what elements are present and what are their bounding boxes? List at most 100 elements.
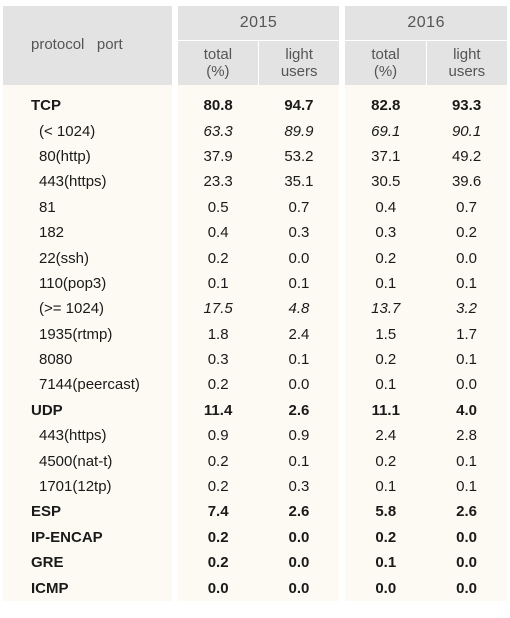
value-cell: 0.1 (426, 346, 507, 373)
table-row: TCP 80.8 94.7 82.8 93.3 (3, 93, 507, 119)
value-cell: 82.8 (345, 93, 427, 119)
table-row: ESP 7.4 2.6 5.8 2.6 (3, 499, 507, 525)
row-label: 81 (3, 194, 172, 220)
row-label: 80(http) (3, 143, 172, 170)
value-cell: 2.6 (426, 499, 507, 525)
table-row: 81 0.5 0.7 0.4 0.7 (3, 194, 507, 220)
value-cell: 0.1 (345, 270, 427, 297)
value-cell: 0.2 (177, 550, 259, 576)
value-cell: 63.3 (177, 118, 259, 144)
value-cell: 0.0 (177, 575, 259, 601)
table-row: ICMP 0.0 0.0 0.0 0.0 (3, 575, 507, 601)
row-label: (< 1024) (3, 118, 172, 144)
value-cell: 30.5 (345, 169, 427, 195)
protocol-port-table-figure: protocol port 2015 2016 total (%) light … (0, 6, 510, 618)
value-cell: 0.2 (426, 219, 507, 246)
value-cell: 2.4 (258, 321, 340, 347)
value-cell: 2.6 (258, 499, 340, 525)
value-cell: 0.2 (345, 524, 427, 551)
value-cell: 4.8 (258, 296, 340, 322)
value-cell: 1.7 (426, 321, 507, 347)
table-row: (>= 1024) 17.5 4.8 13.7 3.2 (3, 296, 507, 322)
value-cell: 0.1 (345, 372, 427, 398)
light-users-header-2016: light users (425, 40, 507, 85)
protocol-port-header: protocol port (3, 6, 172, 85)
value-cell: 11.1 (345, 397, 427, 424)
value-cell: 0.2 (177, 245, 259, 271)
value-cell: 0.2 (177, 473, 259, 500)
table-row: 1935(rtmp) 1.8 2.4 1.5 1.7 (3, 321, 507, 347)
table-row: 80(http) 37.9 53.2 37.1 49.2 (3, 143, 507, 170)
table-row: 110(pop3) 0.1 0.1 0.1 0.1 (3, 270, 507, 297)
value-cell: 0.2 (345, 245, 427, 271)
value-cell: 0.1 (177, 270, 259, 297)
value-cell: 0.1 (426, 448, 507, 474)
value-cell: 4.0 (426, 397, 507, 424)
table-body: TCP 80.8 94.7 82.8 93.3 (< 1024) 63.3 89.9 69.1 9… (3, 85, 507, 601)
value-cell: 0.1 (258, 448, 340, 474)
value-cell: 0.0 (258, 245, 340, 271)
value-cell: 0.0 (258, 524, 340, 551)
table-row: IP-ENCAP 0.2 0.0 0.2 0.0 (3, 524, 507, 551)
table-row: 7144(peercast) 0.2 0.0 0.1 0.0 (3, 372, 507, 398)
row-label: GRE (3, 550, 172, 576)
total-header-2015: total (%) (177, 40, 259, 85)
row-label: 1701(12tp) (3, 473, 172, 500)
table-row: 22(ssh) 0.2 0.0 0.2 0.0 (3, 245, 507, 271)
value-cell: 0.7 (426, 194, 507, 220)
total-header-2016: total (%) (345, 40, 427, 85)
row-label: 4500(nat-t) (3, 448, 172, 474)
value-cell: 69.1 (345, 118, 427, 144)
value-cell: 0.2 (177, 448, 259, 474)
value-cell: 1.5 (345, 321, 427, 347)
value-cell: 3.2 (426, 296, 507, 322)
value-cell: 53.2 (258, 143, 340, 170)
table-row: GRE 0.2 0.0 0.1 0.0 (3, 550, 507, 576)
value-cell: 13.7 (345, 296, 427, 322)
row-label: UDP (3, 397, 172, 424)
value-cell: 94.7 (258, 93, 340, 119)
value-cell: 0.3 (258, 473, 340, 500)
row-label: 7144(peercast) (3, 372, 172, 398)
value-cell: 0.5 (177, 194, 259, 220)
value-cell: 0.4 (345, 194, 427, 220)
value-cell: 0.3 (345, 219, 427, 246)
value-cell: 0.1 (258, 346, 340, 373)
value-cell: 0.0 (426, 245, 507, 271)
value-cell: 0.0 (426, 550, 507, 576)
table-row: 4500(nat-t) 0.2 0.1 0.2 0.1 (3, 448, 507, 474)
value-cell: 0.2 (345, 346, 427, 373)
value-cell: 0.0 (426, 372, 507, 398)
value-cell: 2.6 (258, 397, 340, 424)
value-cell: 5.8 (345, 499, 427, 525)
value-cell: 0.3 (177, 346, 259, 373)
value-cell: 23.3 (177, 169, 259, 195)
table-row: (< 1024) 63.3 89.9 69.1 90.1 (3, 118, 507, 144)
value-cell: 2.4 (345, 423, 427, 449)
value-cell: 80.8 (177, 93, 259, 119)
light-users-header-2015: light users (258, 40, 340, 85)
row-label: (>= 1024) (3, 296, 172, 322)
value-cell: 0.1 (345, 550, 427, 576)
value-cell: 0.1 (426, 270, 507, 297)
year-2016-header: 2016 (345, 6, 507, 41)
row-label: IP-ENCAP (3, 524, 172, 551)
value-cell: 0.0 (258, 550, 340, 576)
value-cell: 0.0 (258, 372, 340, 398)
value-cell: 49.2 (426, 143, 507, 170)
protocol-port-table: protocol port 2015 2016 total (%) light … (3, 6, 507, 601)
value-cell: 0.2 (345, 448, 427, 474)
row-label: 443(https) (3, 169, 172, 195)
row-label: TCP (3, 93, 172, 119)
value-cell: 11.4 (177, 397, 259, 424)
value-cell: 7.4 (177, 499, 259, 525)
value-cell: 0.4 (177, 219, 259, 246)
value-cell: 0.0 (345, 575, 427, 601)
value-cell: 0.2 (177, 372, 259, 398)
value-cell: 35.1 (258, 169, 340, 195)
value-cell: 17.5 (177, 296, 259, 322)
table-row: 1701(12tp) 0.2 0.3 0.1 0.1 (3, 473, 507, 500)
table-row: 182 0.4 0.3 0.3 0.2 (3, 219, 507, 246)
year-2015-header: 2015 (177, 6, 340, 41)
row-label: 182 (3, 219, 172, 246)
